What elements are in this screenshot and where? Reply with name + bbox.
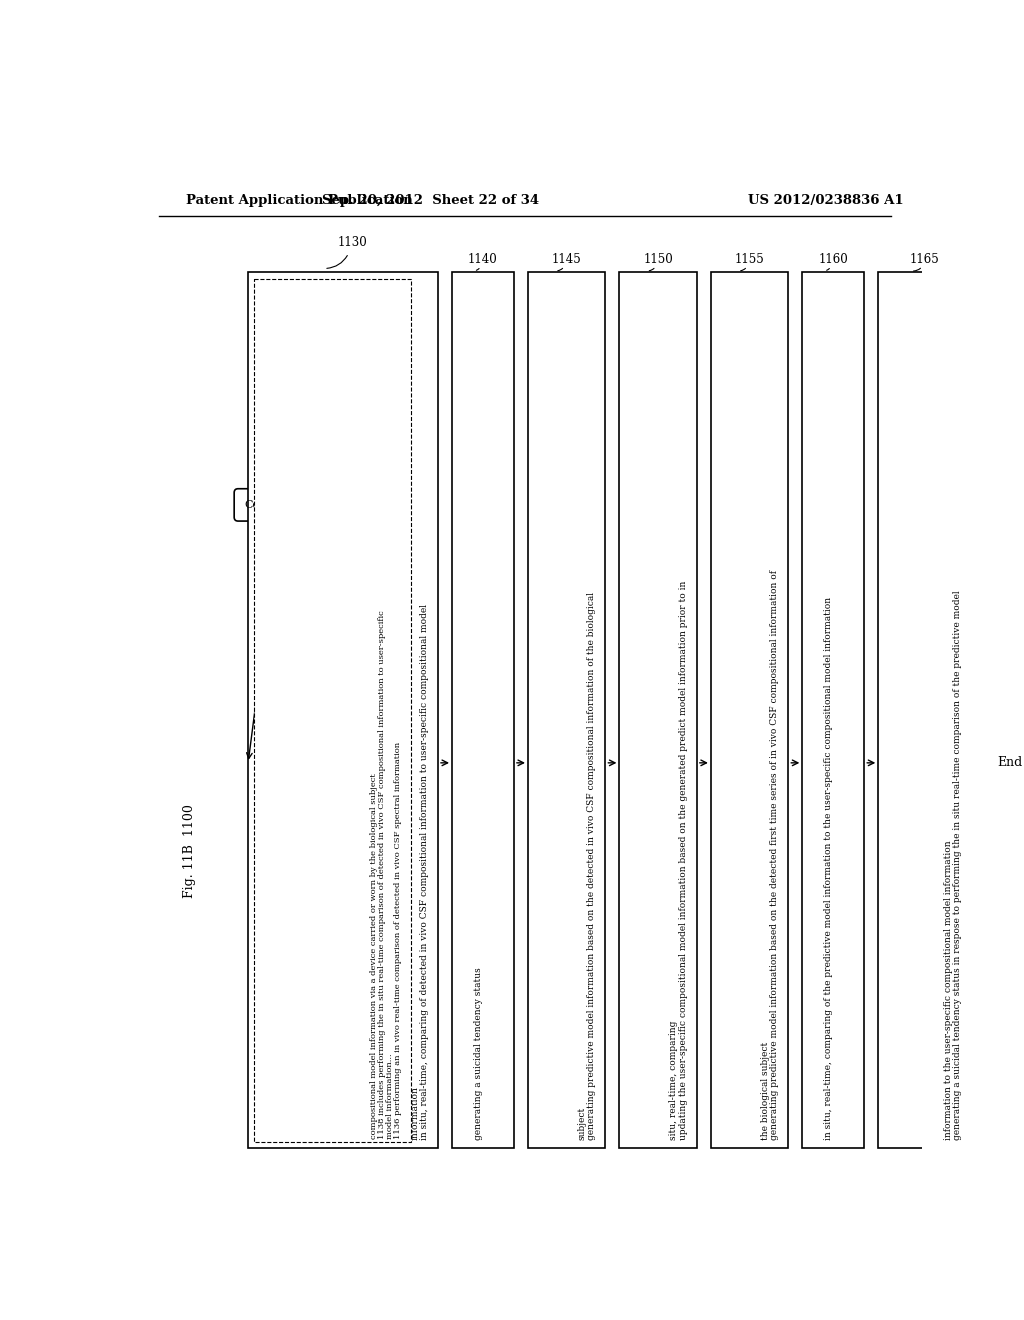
Text: 1160: 1160 bbox=[818, 253, 848, 267]
Text: model information...: model information... bbox=[386, 1053, 394, 1139]
Text: information to the user-specific compositional model information: information to the user-specific composi… bbox=[943, 841, 952, 1140]
Bar bbox=[248, 272, 438, 1148]
Text: 1130: 1130 bbox=[338, 236, 368, 249]
Bar bbox=[879, 272, 971, 1148]
Text: generating predictive model information based on the detected first time series : generating predictive model information … bbox=[770, 570, 779, 1140]
Text: 1155: 1155 bbox=[734, 253, 765, 267]
Text: subject: subject bbox=[578, 1107, 587, 1140]
Bar bbox=[711, 272, 788, 1148]
Text: generating a suicidal tendency status: generating a suicidal tendency status bbox=[474, 968, 483, 1140]
Text: End: End bbox=[997, 756, 1023, 770]
FancyBboxPatch shape bbox=[981, 743, 1024, 781]
Text: generating predictive model information based on the detected in vivo CSF compos: generating predictive model information … bbox=[587, 593, 596, 1140]
Bar bbox=[528, 272, 605, 1148]
Text: in situ, real-time, comparing of the predictive model information to the user-sp: in situ, real-time, comparing of the pre… bbox=[824, 597, 834, 1140]
Bar bbox=[802, 272, 864, 1148]
Text: Sep. 20, 2012  Sheet 22 of 34: Sep. 20, 2012 Sheet 22 of 34 bbox=[322, 194, 539, 207]
Text: Fig. 11B  1100: Fig. 11B 1100 bbox=[183, 804, 197, 899]
Text: compositional model information via a device carried or worn by the biological s: compositional model information via a de… bbox=[371, 774, 378, 1139]
Bar bbox=[254, 279, 411, 1142]
Bar bbox=[452, 272, 514, 1148]
Text: generating a suicidal tendency status in respose to performing the in situ real-: generating a suicidal tendency status in… bbox=[953, 590, 962, 1140]
Text: 1136 performing an in vivo real-time comparison of detected in vivo CSF spectral: 1136 performing an in vivo real-time com… bbox=[393, 742, 401, 1139]
Text: Patent Application Publication: Patent Application Publication bbox=[186, 194, 413, 207]
Bar bbox=[620, 272, 697, 1148]
Text: situ, real-time, comparing: situ, real-time, comparing bbox=[670, 1020, 678, 1140]
Text: updating the user-specific compositional model information based on the generate: updating the user-specific compositional… bbox=[679, 581, 687, 1140]
Text: 1145: 1145 bbox=[552, 253, 582, 267]
Text: Cont.: Cont. bbox=[245, 500, 274, 510]
Text: the biological subject: the biological subject bbox=[761, 1041, 770, 1140]
Text: 1140: 1140 bbox=[468, 253, 498, 267]
Text: 1150: 1150 bbox=[643, 253, 673, 267]
Text: in situ, real-time, comparing of detected in vivo CSF compositional information : in situ, real-time, comparing of detecte… bbox=[420, 605, 429, 1140]
Text: information: information bbox=[411, 1086, 420, 1140]
FancyBboxPatch shape bbox=[234, 488, 286, 521]
Text: US 2012/0238836 A1: US 2012/0238836 A1 bbox=[748, 194, 903, 207]
Text: 1138 includes performing the in situ real-time comparison of detected in vivo CS: 1138 includes performing the in situ rea… bbox=[378, 610, 386, 1139]
Text: 1165: 1165 bbox=[910, 253, 940, 267]
